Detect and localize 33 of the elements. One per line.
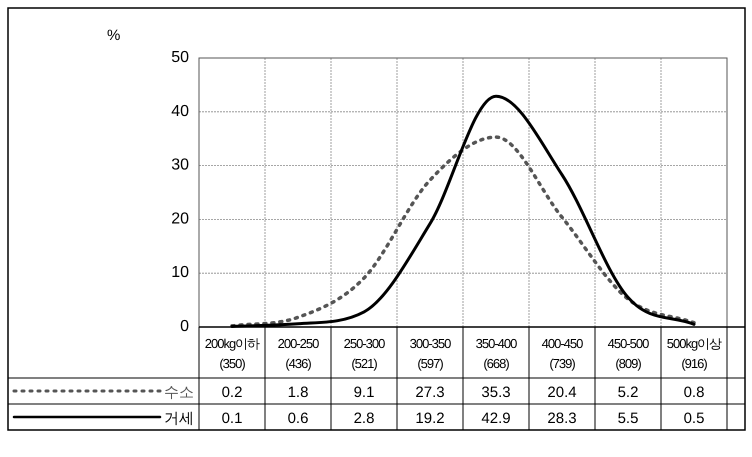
y-tick-label: 0 [180, 318, 190, 335]
text: 거세 [164, 410, 194, 427]
x-tick-label: 350-400 (668) [476, 336, 518, 371]
data-label: 2.8 [354, 410, 374, 427]
y-tick-label: 30 [171, 156, 190, 174]
data-label: 0.2 [222, 384, 242, 401]
data-label: 42.9 [481, 410, 511, 427]
data-label: 0.8 [684, 384, 704, 401]
y-tick-label: 20 [171, 210, 190, 228]
x-tick-label: 500kg이상 (916) [666, 336, 722, 371]
data-label: 5.2 [618, 384, 638, 401]
y-tick-label: 10 [171, 264, 190, 282]
text: 수소 [164, 384, 194, 401]
data-label: 28.3 [547, 410, 577, 427]
y-tick-label: 50 [171, 49, 190, 66]
x-tick-label: 200kg이하 (350) [204, 336, 260, 371]
data-label: 5.5 [618, 410, 638, 427]
data-label: 0.6 [288, 410, 308, 427]
y-axis-title: % [107, 27, 120, 44]
x-tick-label: 200-250 (436) [278, 336, 320, 371]
x-tick-label: 400-450 (739) [542, 336, 584, 371]
data-label: 9.1 [354, 384, 374, 401]
data-label: 1.8 [288, 384, 308, 401]
x-tick-label: 250-300 (521) [344, 336, 386, 371]
data-label: 0.1 [222, 410, 242, 427]
x-tick-label: 300-350 (597) [410, 336, 452, 371]
x-tick-label: 450-500 (809) [608, 336, 650, 371]
data-label: 27.3 [415, 384, 445, 401]
data-label: 19.2 [415, 410, 445, 427]
y-tick-label: 40 [171, 102, 190, 120]
data-label: 35.3 [481, 384, 511, 401]
data-label: 20.4 [547, 384, 577, 401]
data-label: 0.5 [684, 410, 704, 427]
